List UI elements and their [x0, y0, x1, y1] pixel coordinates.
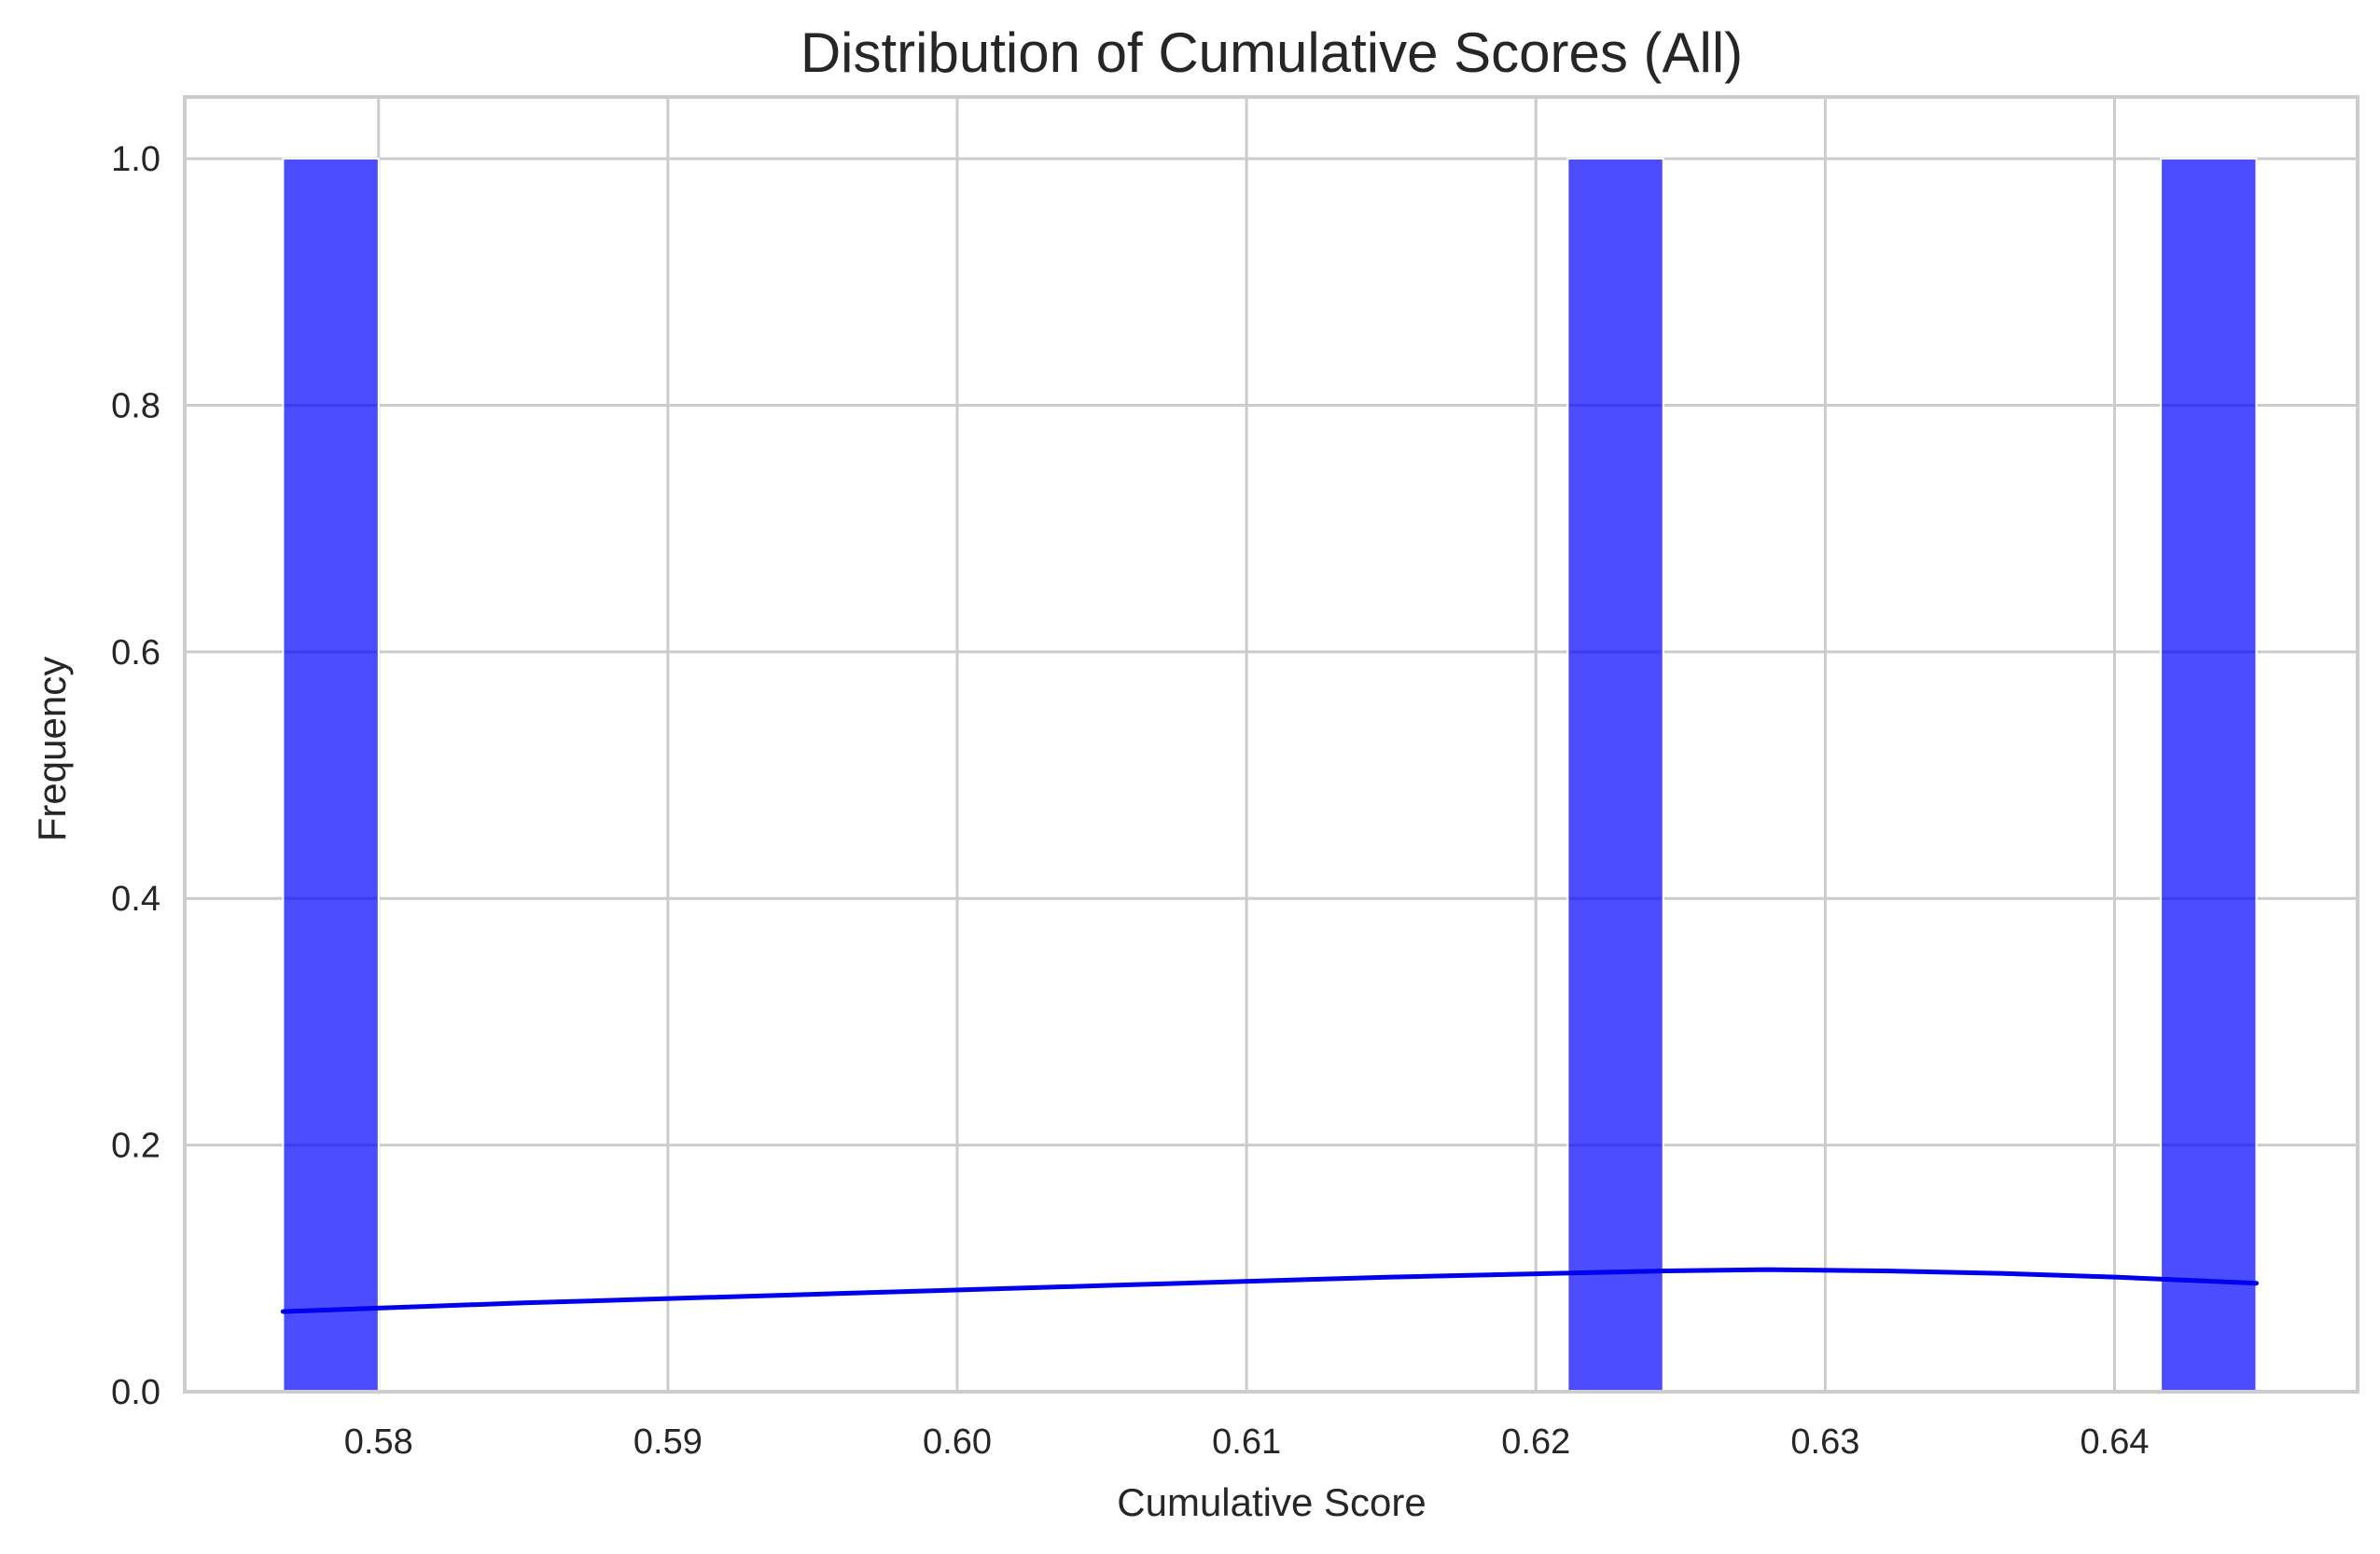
y-tick-label-3: 0.6: [111, 633, 160, 673]
x-tick-label-2: 0.60: [923, 1422, 992, 1462]
x-tick-label-4: 0.62: [1501, 1422, 1570, 1462]
x-axis-title: Cumulative Score: [1117, 1480, 1426, 1524]
y-tick-label-2: 0.4: [111, 880, 160, 919]
y-tick-labels: 0.0 0.2 0.4 0.6 0.8 1.0: [111, 140, 160, 1412]
histogram-bars: [282, 158, 2258, 1394]
x-tick-label-0: 0.58: [344, 1422, 413, 1462]
plot-frame: [183, 95, 2359, 1394]
y-tick-label-0: 0.0: [111, 1373, 160, 1412]
y-tick-label-1: 0.2: [111, 1127, 160, 1166]
x-tick-label-5: 0.63: [1790, 1422, 1859, 1462]
histogram-bar-0: [282, 158, 380, 1394]
y-tick-label-5: 1.0: [111, 140, 160, 179]
x-tick-label-3: 0.61: [1212, 1422, 1281, 1462]
x-tick-labels: 0.58 0.59 0.60 0.61 0.62 0.63 0.64: [344, 1422, 2150, 1462]
chart-title: Distribution of Cumulative Scores (All): [800, 21, 1743, 84]
histogram-bar-1: [1566, 158, 1664, 1394]
y-axis-title: Frequency: [30, 657, 74, 841]
kde-curve: [280, 1267, 2259, 1314]
x-tick-label-1: 0.59: [633, 1422, 703, 1462]
histogram-bar-2: [2160, 158, 2258, 1394]
y-tick-label-4: 0.8: [111, 386, 160, 425]
x-tick-label-6: 0.64: [2081, 1422, 2150, 1462]
kde-curve-group: [280, 1267, 2259, 1314]
